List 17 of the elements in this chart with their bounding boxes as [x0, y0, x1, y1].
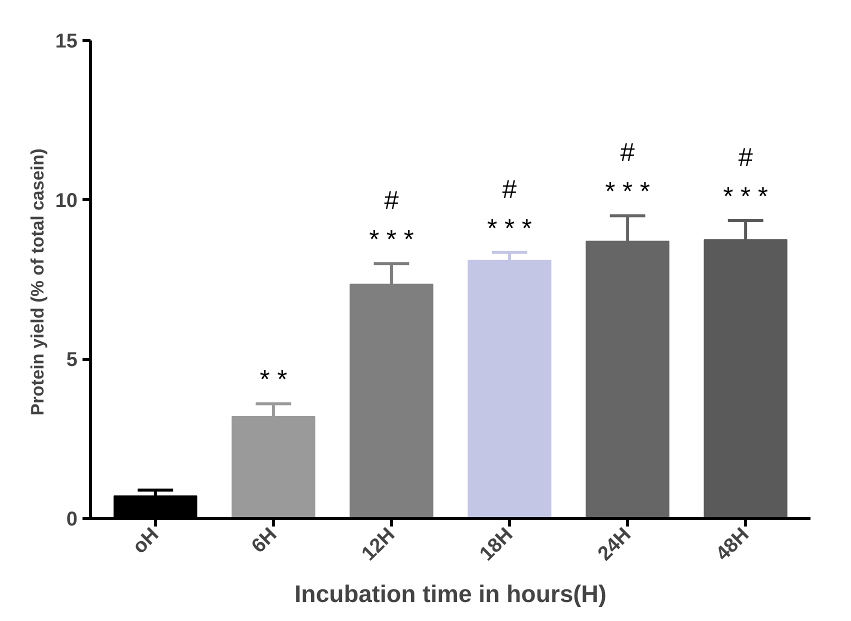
y-tick-label: 0: [66, 508, 78, 530]
data-label: # * * *: [487, 174, 532, 243]
x-axis-title: Incubation time in hours(H): [294, 580, 607, 608]
y-tick-label: 5: [66, 349, 78, 372]
x-tick-label: oH: [128, 524, 164, 558]
data-label: # * * *: [369, 185, 414, 254]
x-tick-label: 12H: [358, 524, 400, 566]
x-tick-label: 24H: [594, 524, 636, 566]
data-label: # * * *: [605, 137, 650, 206]
data-label: * *: [260, 364, 288, 394]
y-axis-title: Protein yield (% of total casein): [27, 148, 48, 416]
y-tick-label: 10: [55, 190, 78, 212]
x-tick-label: 48H: [712, 524, 754, 566]
x-tick-label: 18H: [476, 524, 518, 566]
x-tick-label: 6H: [248, 524, 282, 558]
data-label: # * * *: [723, 142, 768, 211]
y-tick-label: 15: [55, 30, 78, 52]
